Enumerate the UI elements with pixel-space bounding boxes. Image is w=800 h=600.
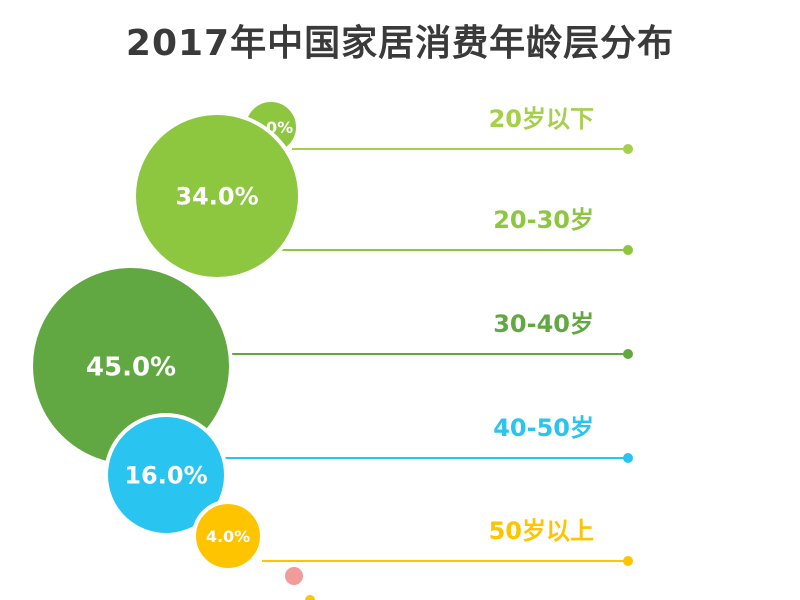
bubble-1 bbox=[132, 111, 302, 281]
leader-dot-3 bbox=[623, 453, 633, 463]
leader-dot-0 bbox=[623, 144, 633, 154]
chart-title: 2017年中国家居消费年龄层分布 bbox=[125, 23, 675, 64]
category-label-0: 20岁以下 bbox=[489, 105, 594, 133]
bubble-value-label-4: 4.0% bbox=[206, 527, 250, 546]
leader-dot-1 bbox=[623, 245, 633, 255]
bubble-value-label-1: 34.0% bbox=[175, 183, 258, 211]
bubble-4 bbox=[192, 500, 264, 572]
bubble-value-label-2: 45.0% bbox=[86, 352, 176, 382]
category-label-2: 30-40岁 bbox=[493, 310, 594, 338]
decorative-dot-pink bbox=[285, 567, 303, 585]
category-label-3: 40-50岁 bbox=[493, 414, 594, 442]
category-label-1: 20-30岁 bbox=[493, 206, 594, 234]
bubble-3 bbox=[104, 413, 228, 537]
decorative-dot-yellow bbox=[305, 595, 315, 600]
leader-dot-2 bbox=[623, 349, 633, 359]
category-label-4: 50岁以上 bbox=[489, 517, 594, 545]
bubble-value-label-3: 16.0% bbox=[124, 462, 207, 490]
leader-dot-4 bbox=[623, 556, 633, 566]
